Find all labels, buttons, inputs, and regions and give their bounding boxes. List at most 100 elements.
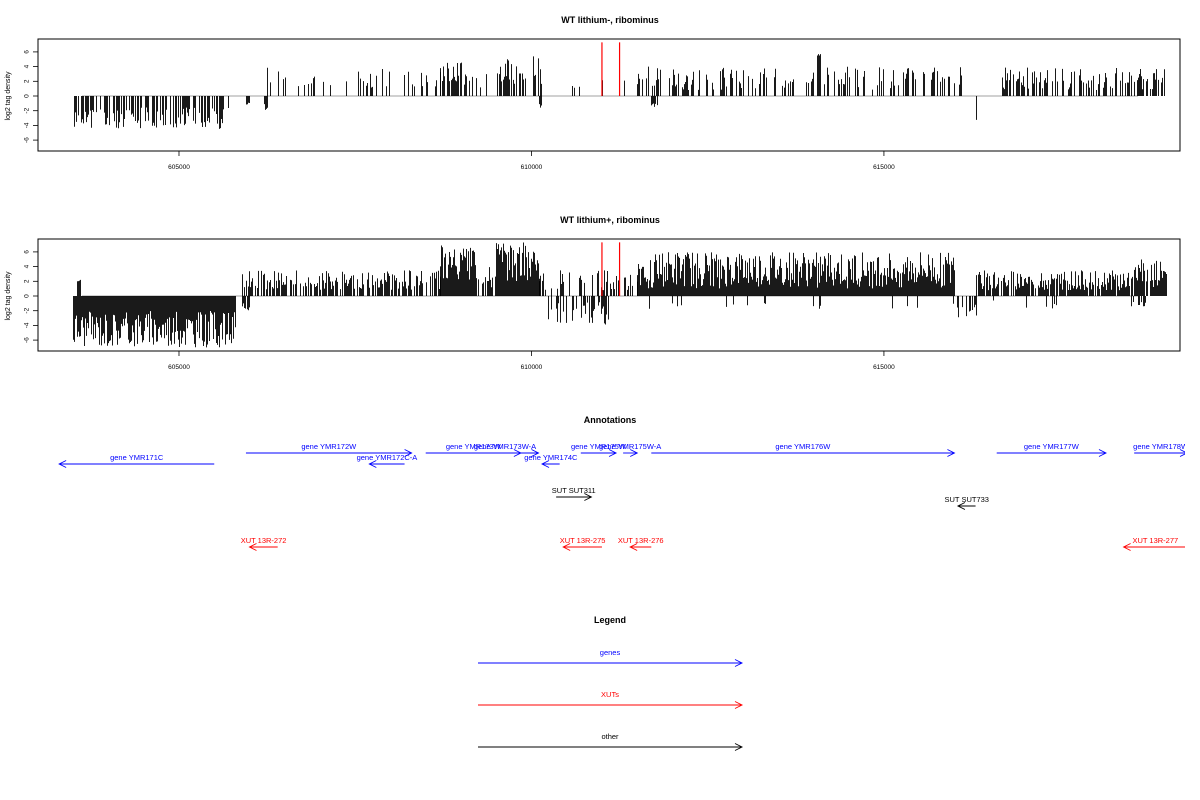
annotation-label: gene YMR178W [1133,442,1189,451]
panel-1-y-axis: -6 -4 -2 0 2 4 6 [24,50,39,143]
panel-2-y-axis: -6 -4 -2 0 2 4 6 [24,250,39,343]
arrow-head-icon [608,449,618,457]
annotation-gene-ymr172c-a: gene YMR172C-A [357,453,418,468]
panel-1-title: WT lithium-, ribominus [561,15,659,25]
annotation-xut-13r-276: XUT 13R-276 [618,536,664,551]
legend-label: other [601,732,619,741]
arrow-head-icon [531,449,540,457]
annotation-gene-ymr175w-a: gene YMR175W-A [599,442,661,457]
annotation-gene-ymr172w: gene YMR172W [245,442,413,457]
arrow-head-icon [734,743,744,751]
annotation-sut-sut733: SUT SUT733 [945,495,989,510]
x-tick-label: 605000 [168,164,190,171]
annotation-label: XUT 13R-272 [241,536,287,545]
y-tick-label: 0 [24,94,31,98]
y-tick-label: 4 [24,64,31,68]
annotation-label: XUT 13R-275 [560,536,606,545]
y-tick-label: -6 [24,337,31,343]
annotation-gene-ymr175w: gene YMR175W [571,442,627,457]
x-tick-label: 615000 [873,364,895,371]
annotation-gene-ymr178w: gene YMR178W [1133,442,1189,457]
annotation-label: XUT 13R-277 [1132,536,1178,545]
x-tick-label: 605000 [168,364,190,371]
annotation-gene-ymr176w: gene YMR176W [651,442,956,457]
y-tick-label: -6 [24,137,31,143]
arrow-head-icon [956,502,966,510]
annotation-label: gene YMR175W [571,442,627,451]
annotation-label: gene YMR172W [301,442,357,451]
annotation-label: gene YMR175W-A [599,442,661,451]
y-tick-label: 2 [24,79,31,83]
y-tick-label: -2 [24,107,31,113]
annotation-label: gene YMR171C [110,453,164,462]
arrow-head-icon [248,543,257,551]
annotation-sut-sut311: SUT SUT311 [552,486,596,501]
y-tick-label: 6 [24,50,31,54]
arrow-head-icon [629,543,638,551]
y-tick-label: 2 [24,279,31,283]
annotation-xut-13r-277: XUT 13R-277 [1122,536,1185,551]
panel-2-signal-bars [73,242,1167,348]
panel-lithium-plus: WT lithium+, ribominus -6 -4 -2 0 2 4 6 log2 t… [5,215,1181,371]
y-tick-label: 4 [24,264,31,268]
arrow-head-icon [1179,449,1185,457]
annotation-label: gene YMR173W-A [474,442,536,451]
y-tick-label: -2 [24,307,31,313]
y-tick-label: 6 [24,250,31,254]
annotation-label: gene YMR174C [524,453,578,462]
panel-1-plot-frame [37,38,1181,152]
arrow-head-icon [584,493,593,501]
annotation-label: SUT SUT733 [945,495,989,504]
panel-1-signal-bars [74,54,1165,129]
arrow-head-icon [629,449,639,457]
annotation-gene-ymr171c: gene YMR171C [58,453,215,468]
arrow-head-icon [947,449,956,457]
legend: Legend genes XUTs other [478,615,744,751]
annotation-label: SUT SUT311 [552,486,596,495]
arrow-head-icon [734,659,744,667]
panel-1-y-label: log2 tag density [5,71,12,121]
legend-item-other: other [478,732,744,751]
arrow-head-icon [562,543,571,551]
arrow-head-icon [368,460,377,468]
annotation-gene-ymr174c: gene YMR174C [524,453,578,468]
arrow-head-icon [404,449,413,457]
annotation-label: gene YMR177W [1024,442,1080,451]
legend-items: genes XUTs other [478,648,744,751]
arrow-head-icon [1122,543,1131,551]
panel-2-marker-lines [601,242,621,296]
arrow-head-icon [1098,449,1107,457]
y-tick-label: -4 [24,322,31,328]
panel-1-x-axis: 605000 610000 615000 [168,150,895,171]
x-tick-label: 610000 [521,364,543,371]
legend-item-xuts: XUTs [478,690,744,709]
panel-lithium-minus: WT lithium-, ribominus -6 -4 -2 0 2 4 6 log2 t… [5,15,1181,171]
panel-2-title: WT lithium+, ribominus [560,215,660,225]
legend-label: genes [600,648,621,657]
annotation-xut-13r-272: XUT 13R-272 [241,536,287,551]
arrow-head-icon [58,460,67,468]
legend-title: Legend [594,615,626,625]
arrow-head-icon [734,701,744,709]
arrow-head-icon [541,460,550,468]
legend-item-genes: genes [478,648,744,667]
annotation-label: XUT 13R-276 [618,536,664,545]
annotation-xut-13r-275: XUT 13R-275 [560,536,606,551]
legend-label: XUTs [601,690,619,699]
panel-2-x-axis: 605000 610000 615000 [168,350,895,371]
x-tick-label: 615000 [873,164,895,171]
annotation-label: gene YMR176W [775,442,831,451]
x-tick-label: 610000 [521,164,543,171]
annotation-label: gene YMR172C-A [357,453,418,462]
annotations-title: Annotations [584,415,637,425]
annotation-gene-ymr173w-a: gene YMR173W-A [471,442,540,457]
y-tick-label: -4 [24,122,31,128]
panel-2-y-label: log2 tag density [5,271,12,321]
panel-1-marker-lines [601,42,621,96]
annotation-gene-ymr177w: gene YMR177W [996,442,1107,457]
annotation-label: gene YMR173W [446,442,502,451]
y-tick-label: 0 [24,294,31,298]
